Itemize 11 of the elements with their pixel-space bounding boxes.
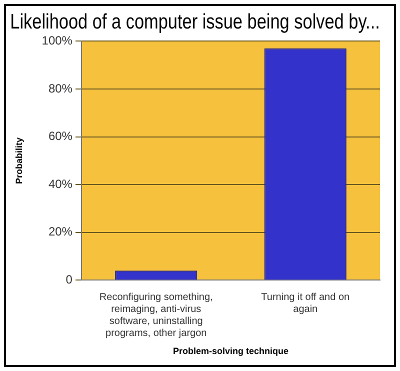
chart-title: Likelihood of a computer issue being solved by... bbox=[10, 10, 380, 34]
y-tick-label: 40% bbox=[48, 176, 73, 191]
y-tick-label: 100% bbox=[42, 34, 73, 48]
x-tick-label: Reconfiguring something, reimaging, anti-virus software, uninstalling programs, other jargon bbox=[99, 292, 213, 339]
y-tick-label: 80% bbox=[48, 81, 73, 96]
y-tick-label: 60% bbox=[48, 129, 73, 144]
y-tick-label: 20% bbox=[48, 224, 73, 239]
x-axis-title: Problem-solving technique bbox=[172, 346, 289, 356]
y-tick-label: 0 bbox=[66, 272, 73, 287]
y-axis-title: Probability bbox=[14, 137, 24, 184]
x-tick-label: Turning it off and on again bbox=[261, 292, 350, 315]
